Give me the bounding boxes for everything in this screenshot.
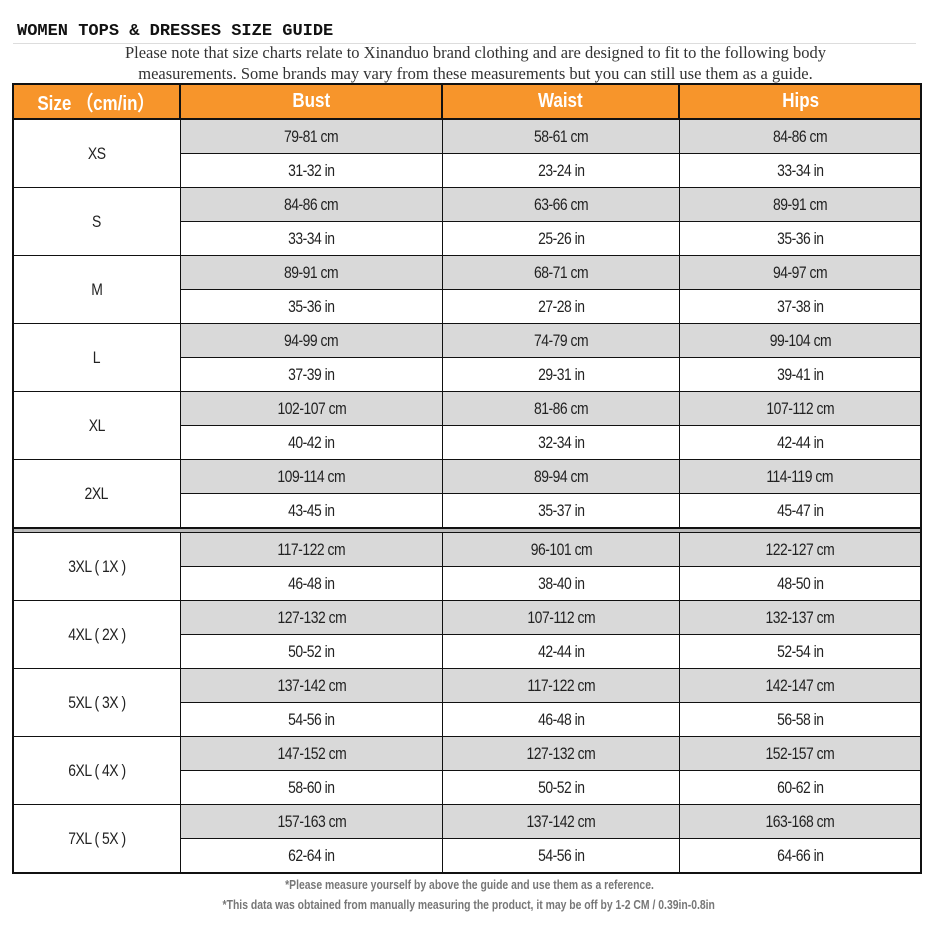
bust-cm-cell: 109-114 cm: [181, 460, 443, 494]
waist-cm-cell: 63-66 cm: [443, 188, 680, 222]
size-label: 4XL ( 2X ): [13, 601, 181, 669]
hips-in-cell: 60-62 in: [680, 771, 921, 805]
waist-cm-cell: 107-112 cm: [443, 601, 680, 635]
hips-in-cell: 52-54 in: [680, 635, 921, 669]
hips-cm-cell: 152-157 cm: [680, 737, 921, 771]
waist-in-cell: 32-34 in: [443, 426, 680, 460]
waist-in-cell: 42-44 in: [443, 635, 680, 669]
bust-cm-cell: 89-91 cm: [181, 256, 443, 290]
waist-in-cell: 35-37 in: [443, 494, 680, 528]
size-label: 7XL ( 5X ): [13, 805, 181, 873]
bust-cm-cell: 147-152 cm: [181, 737, 443, 771]
size-label: 5XL ( 3X ): [13, 669, 181, 737]
waist-in-cell: 38-40 in: [443, 567, 680, 601]
waist-in-cell: 25-26 in: [443, 222, 680, 256]
bust-in-cell: 35-36 in: [181, 290, 443, 324]
header-waist: Waist: [443, 84, 680, 120]
page-title: WOMEN TOPS & DRESSES SIZE GUIDE: [17, 22, 334, 41]
footnote-1: *Please measure yourself by above the gu…: [284, 877, 654, 892]
waist-cm-cell: 81-86 cm: [443, 392, 680, 426]
size-label: 2XL: [13, 460, 181, 528]
hips-cm-cell: 94-97 cm: [680, 256, 921, 290]
bust-cm-cell: 79-81 cm: [181, 120, 443, 154]
waist-cm-cell: 96-101 cm: [443, 533, 680, 567]
bust-cm-cell: 84-86 cm: [181, 188, 443, 222]
header-size: Size （cm/in）: [13, 84, 181, 120]
waist-in-cell: 46-48 in: [443, 703, 680, 737]
bust-cm-cell: 127-132 cm: [181, 601, 443, 635]
bust-cm-cell: 102-107 cm: [181, 392, 443, 426]
waist-cm-cell: 74-79 cm: [443, 324, 680, 358]
bust-in-cell: 33-34 in: [181, 222, 443, 256]
size-label: 3XL ( 1X ): [13, 533, 181, 601]
bust-cm-cell: 117-122 cm: [181, 533, 443, 567]
bust-cm-cell: 137-142 cm: [181, 669, 443, 703]
waist-cm-cell: 137-142 cm: [443, 805, 680, 839]
hips-cm-cell: 99-104 cm: [680, 324, 921, 358]
hips-cm-cell: 142-147 cm: [680, 669, 921, 703]
bust-in-cell: 50-52 in: [181, 635, 443, 669]
size-label: 6XL ( 4X ): [13, 737, 181, 805]
waist-in-cell: 50-52 in: [443, 771, 680, 805]
hips-in-cell: 37-38 in: [680, 290, 921, 324]
bust-in-cell: 58-60 in: [181, 771, 443, 805]
hips-in-cell: 56-58 in: [680, 703, 921, 737]
bust-in-cell: 31-32 in: [181, 154, 443, 188]
waist-cm-cell: 68-71 cm: [443, 256, 680, 290]
hips-in-cell: 33-34 in: [680, 154, 921, 188]
title-divider: [13, 43, 916, 44]
bust-cm-cell: 94-99 cm: [181, 324, 443, 358]
hips-in-cell: 64-66 in: [680, 839, 921, 873]
size-note-line-1: Please note that size charts relate to X…: [124, 43, 827, 62]
waist-in-cell: 27-28 in: [443, 290, 680, 324]
hips-cm-cell: 89-91 cm: [680, 188, 921, 222]
hips-in-cell: 45-47 in: [680, 494, 921, 528]
hips-in-cell: 35-36 in: [680, 222, 921, 256]
waist-in-cell: 29-31 in: [443, 358, 680, 392]
bust-in-cell: 62-64 in: [181, 839, 443, 873]
bust-in-cell: 54-56 in: [181, 703, 443, 737]
bust-in-cell: 46-48 in: [181, 567, 443, 601]
size-note-line-2: measurements. Some brands may vary from …: [138, 64, 813, 83]
waist-cm-cell: 127-132 cm: [443, 737, 680, 771]
hips-cm-cell: 122-127 cm: [680, 533, 921, 567]
hips-cm-cell: 163-168 cm: [680, 805, 921, 839]
hips-in-cell: 39-41 in: [680, 358, 921, 392]
bust-in-cell: 43-45 in: [181, 494, 443, 528]
section-separator: [13, 528, 921, 533]
hips-in-cell: 42-44 in: [680, 426, 921, 460]
waist-cm-cell: 89-94 cm: [443, 460, 680, 494]
bust-in-cell: 37-39 in: [181, 358, 443, 392]
header-bust: Bust: [181, 84, 443, 120]
hips-cm-cell: 132-137 cm: [680, 601, 921, 635]
waist-cm-cell: 117-122 cm: [443, 669, 680, 703]
footnote-2: *This data was obtained from manually me…: [222, 897, 716, 912]
waist-cm-cell: 58-61 cm: [443, 120, 680, 154]
bust-cm-cell: 157-163 cm: [181, 805, 443, 839]
size-label: M: [13, 256, 181, 324]
header-hips: Hips: [680, 84, 921, 120]
size-label: L: [13, 324, 181, 392]
size-label: S: [13, 188, 181, 256]
hips-cm-cell: 107-112 cm: [680, 392, 921, 426]
bust-in-cell: 40-42 in: [181, 426, 443, 460]
size-label: XS: [13, 120, 181, 188]
waist-in-cell: 54-56 in: [443, 839, 680, 873]
waist-in-cell: 23-24 in: [443, 154, 680, 188]
hips-cm-cell: 84-86 cm: [680, 120, 921, 154]
hips-in-cell: 48-50 in: [680, 567, 921, 601]
size-label: XL: [13, 392, 181, 460]
hips-cm-cell: 114-119 cm: [680, 460, 921, 494]
